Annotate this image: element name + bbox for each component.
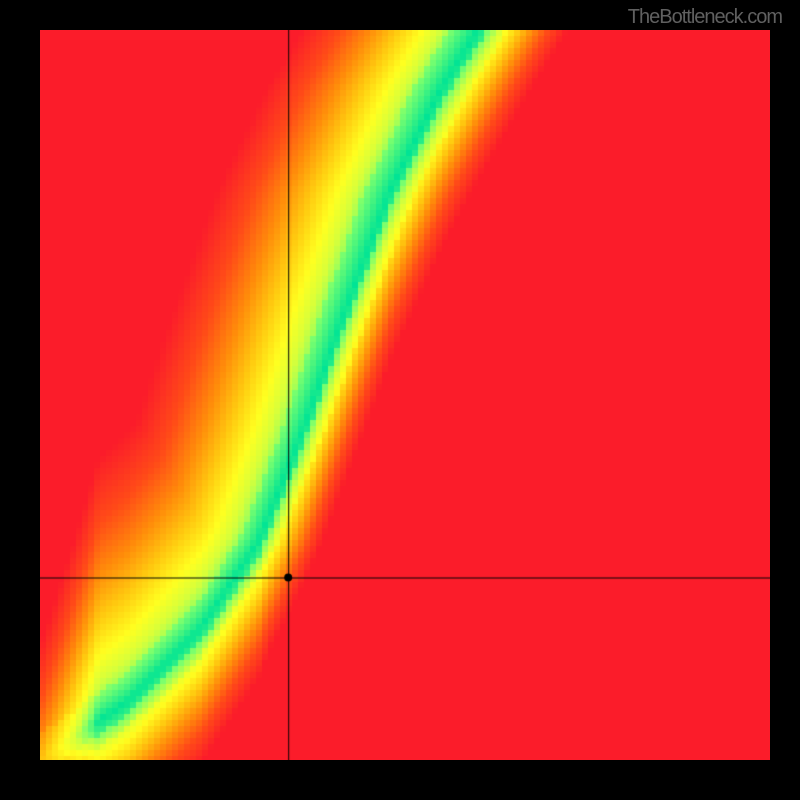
watermark-text: TheBottleneck.com bbox=[628, 6, 782, 29]
chart-container: TheBottleneck.com bbox=[0, 0, 800, 800]
heatmap-canvas bbox=[40, 30, 770, 760]
